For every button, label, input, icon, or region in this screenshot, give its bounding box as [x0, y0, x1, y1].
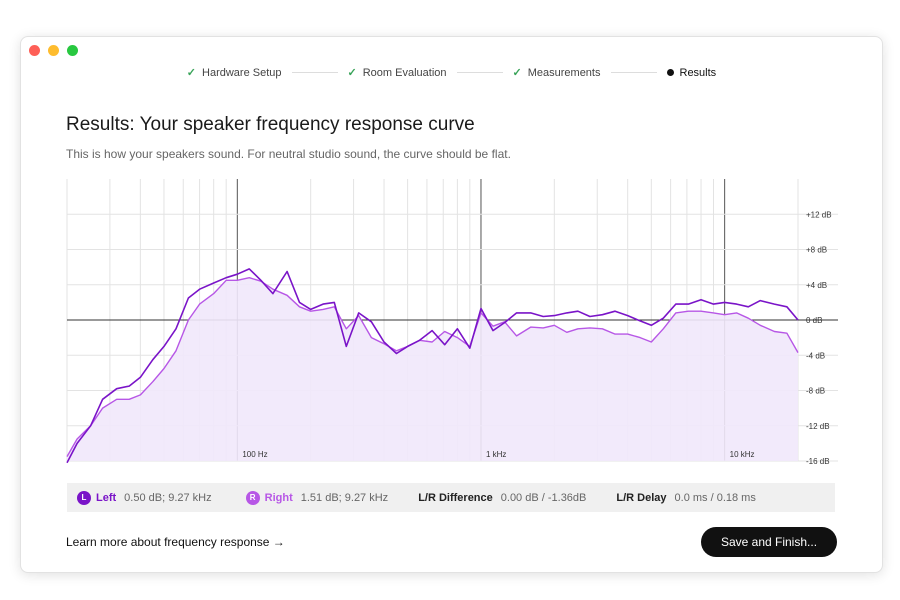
close-window-button[interactable] — [29, 45, 40, 56]
right-channel-name: Right — [264, 491, 293, 504]
step-label: Measurements — [527, 66, 601, 79]
check-icon: ✓ — [186, 67, 197, 79]
check-icon: ✓ — [512, 67, 522, 79]
chart-svg: +12 dB +8 dB +4 dB 0 dB -4 dB -8 dB -12 dB -16 … — [66, 179, 838, 466]
y-tick-label: -4 dB — [806, 351, 825, 360]
step-results[interactable]: Results — [666, 66, 717, 79]
left-channel-badge: L — [77, 490, 91, 505]
lr-difference-value: 0.00 dB / -1.36dB — [500, 491, 587, 504]
window-controls — [29, 45, 78, 56]
y-tick-label: -8 dB — [806, 387, 825, 396]
step-measurements[interactable]: ✓ Measurements — [512, 66, 601, 80]
x-tick-label: 1 kHz — [486, 450, 506, 459]
legend-right: R Right 1.51 dB; 9.27 kHz — [245, 490, 389, 505]
step-label: Results — [679, 66, 717, 79]
learn-more-link[interactable]: Learn more about frequency response → — [66, 535, 285, 549]
left-channel-name: Left — [96, 491, 117, 504]
right-channel-value: 1.51 dB; 9.27 kHz — [300, 491, 389, 504]
y-tick-label: 0 dB — [806, 316, 822, 325]
legend-lr-difference: L/R Difference 0.00 dB / -1.36dB — [418, 492, 586, 504]
lr-delay-label: L/R Delay — [616, 491, 667, 504]
left-channel-value: 0.50 dB; 9.27 kHz — [124, 491, 212, 504]
y-tick-label: +12 dB — [806, 210, 832, 219]
y-tick-label: -16 dB — [806, 457, 830, 466]
zoom-window-button[interactable] — [67, 45, 78, 56]
step-hardware-setup[interactable]: ✓ Hardware Setup — [186, 66, 282, 80]
y-tick-label: +8 dB — [806, 246, 827, 255]
measurement-legend: L Left 0.50 dB; 9.27 kHz R Right 1.51 dB… — [67, 483, 835, 512]
legend-left: L Left 0.50 dB; 9.27 kHz — [77, 490, 212, 505]
right-channel-badge: R — [245, 490, 260, 505]
lr-difference-label: L/R Difference — [418, 491, 493, 504]
x-tick-label: 100 Hz — [242, 450, 267, 459]
minimize-window-button[interactable] — [48, 45, 59, 56]
step-room-evaluation[interactable]: ✓ Room Evaluation — [347, 66, 447, 80]
x-tick-label: 10 kHz — [730, 450, 755, 459]
step-label: Room Evaluation — [362, 66, 447, 79]
right-series-area — [67, 277, 798, 461]
step-divider — [610, 72, 657, 73]
page-title: Results: Your speaker frequency response… — [66, 114, 475, 135]
frequency-response-chart: +12 dB +8 dB +4 dB 0 dB -4 dB -8 dB -12 dB -16 … — [66, 179, 838, 469]
step-label: Hardware Setup — [202, 66, 282, 79]
check-icon: ✓ — [347, 67, 357, 79]
stepper: ✓ Hardware Setup ✓ Room Evaluation ✓ Mea… — [21, 66, 882, 80]
lr-delay-value: 0.0 ms / 0.18 ms — [674, 491, 756, 504]
y-tick-label: +4 dB — [806, 281, 827, 290]
current-step-dot-icon — [666, 69, 674, 76]
step-divider — [291, 72, 338, 73]
left-series-line — [66, 268, 799, 464]
save-and-finish-button[interactable]: Save and Finish... — [701, 527, 837, 557]
app-window: ✓ Hardware Setup ✓ Room Evaluation ✓ Mea… — [20, 36, 883, 573]
page-subtitle: This is how your speakers sound. For neu… — [66, 147, 511, 161]
legend-lr-delay: L/R Delay 0.0 ms / 0.18 ms — [616, 492, 755, 504]
y-tick-label: -12 dB — [806, 422, 830, 431]
step-divider — [456, 72, 503, 73]
right-series-line — [66, 277, 799, 457]
